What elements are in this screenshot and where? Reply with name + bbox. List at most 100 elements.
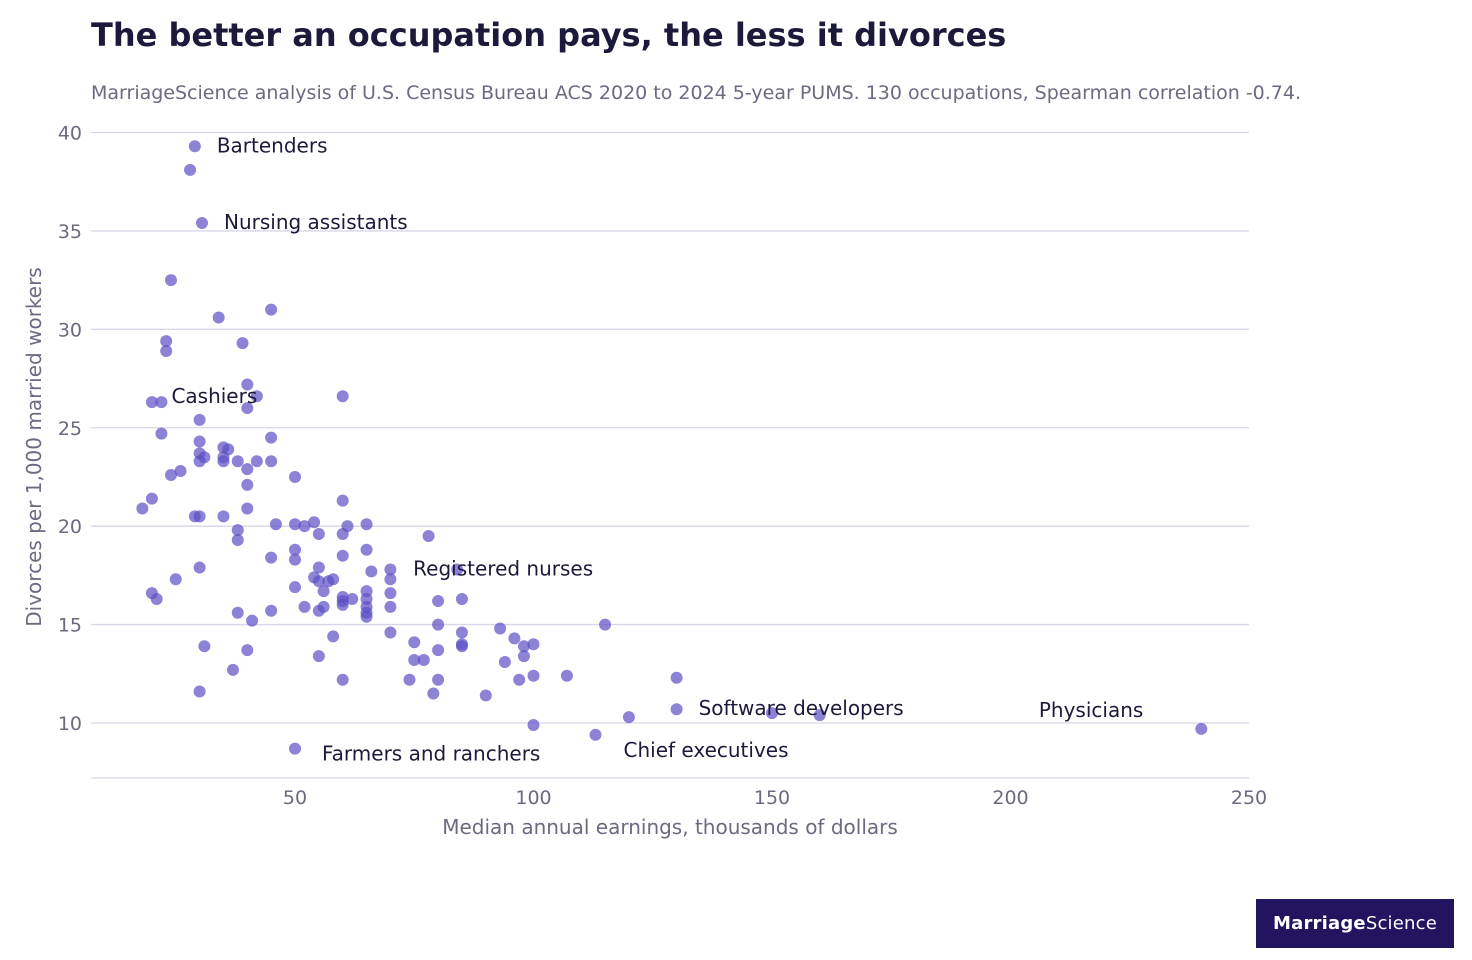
data-point [193,455,206,468]
data-point [517,640,530,653]
data-point [455,638,468,651]
data-point [169,573,182,586]
data-point [231,455,244,468]
data-point [136,502,149,515]
data-point [231,533,244,546]
data-point [336,673,349,686]
brand-logo: Marriage Science [1256,899,1454,948]
data-point [408,654,421,667]
data-point [231,606,244,619]
data-point [432,618,445,631]
data-point [455,626,468,639]
data-point [403,673,416,686]
data-point [513,673,526,686]
data-point [336,549,349,562]
annotation-label: Software developers [699,696,904,720]
chart-title: The better an occupation pays, the less … [91,16,1007,54]
data-point [312,528,325,541]
data-point [265,303,278,316]
data-point [246,614,259,627]
y-tick-label: 40 [58,123,82,145]
data-point [498,655,511,668]
data-point [155,396,168,409]
data-point [217,455,230,468]
data-point [289,518,301,531]
data-point [241,502,254,515]
data-point [432,644,445,657]
data-point [479,689,492,702]
data-point [360,543,373,556]
data-point [336,494,349,507]
data-point [408,636,421,649]
data-point [308,516,321,529]
y-axis-title: Divorces per 1,000 married workers [22,267,46,626]
data-point [265,604,278,617]
data-point [217,510,230,523]
data-point [160,344,173,357]
data-point [455,592,468,605]
data-point [298,600,311,613]
y-tick-label: 30 [58,319,82,341]
data-point [269,518,282,531]
annotation-label: Farmers and ranchers [322,742,540,766]
data-point [527,669,540,682]
data-point [336,528,349,541]
data-point [226,663,239,676]
data-points [136,140,1208,755]
y-tick-labels: 10 15 20 25 30 35 40 [58,123,82,736]
x-tick-label: 50 [283,787,307,809]
data-point [327,630,340,643]
data-point [241,644,254,657]
data-point [766,707,778,720]
data-point [1195,722,1208,735]
data-point [265,455,278,468]
data-point [160,335,173,348]
data-point [236,337,249,350]
data-point [241,478,254,491]
data-point [241,378,254,391]
annotation-label: Chief executives [624,738,789,762]
data-point [188,140,201,153]
data-point [265,431,278,444]
data-point [193,685,206,698]
data-point [150,592,163,605]
data-point [298,520,311,533]
data-point [432,594,445,607]
data-point [250,390,263,403]
data-point [527,638,540,651]
annotation-label: Registered nurses [413,556,593,580]
data-point [164,274,177,287]
data-point [231,524,244,537]
data-point [241,402,254,415]
x-tick-label: 100 [515,787,551,809]
annotation-label: Nursing assistants [224,210,408,234]
data-point [336,598,349,611]
data-point [174,465,187,478]
data-point [560,669,573,682]
data-point [193,510,206,523]
data-point [360,610,373,623]
data-point [195,217,208,230]
data-point [289,742,301,755]
data-point [360,518,373,531]
chart-subtitle: MarriageScience analysis of U.S. Census … [91,82,1302,104]
data-point [145,396,158,409]
data-point [432,673,445,686]
annotation-label: Bartenders [217,133,328,157]
data-point [312,575,325,588]
y-tick-label: 15 [58,615,82,637]
data-point [193,413,206,426]
data-point [670,671,683,684]
data-point [813,709,826,722]
data-point [384,573,397,586]
data-point [212,311,225,324]
data-point [289,553,301,566]
data-point [427,687,440,700]
data-point [384,587,397,600]
gridlines [91,131,1249,724]
data-point [289,581,301,594]
x-tick-labels: 50 100 150 200 250 [283,787,1267,809]
data-point [155,427,168,440]
data-point [670,703,683,716]
